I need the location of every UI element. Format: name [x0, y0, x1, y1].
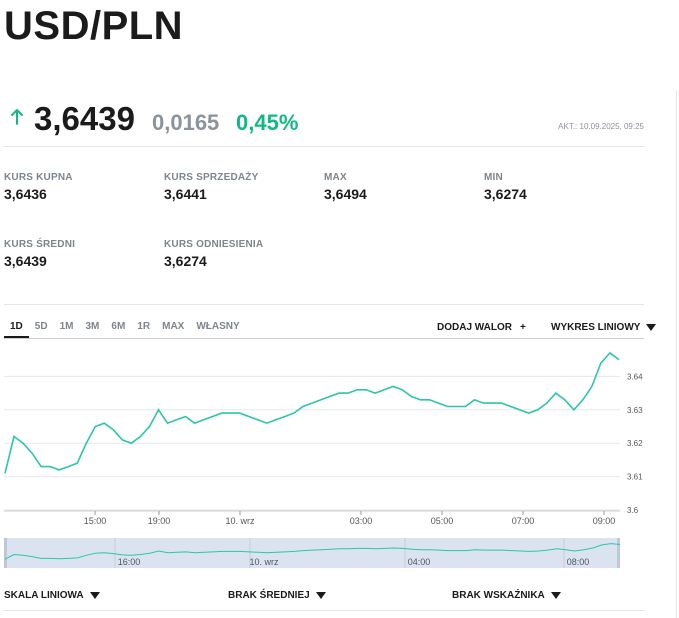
average-dropdown[interactable]: BRAK ŚREDNIEJ [228, 590, 326, 601]
stat-min: MIN 3,6274 [484, 172, 527, 202]
y-tick-label: 3.6 [627, 506, 639, 515]
navigator-handle-left [4, 538, 7, 568]
tab-custom[interactable]: WŁASNY [196, 321, 240, 332]
scale-label: SKALA LINIOWA [4, 590, 84, 601]
chevron-down-icon [646, 324, 657, 331]
stat-max: MAX 3,6494 [324, 172, 367, 202]
stat-label: MIN [484, 172, 503, 183]
chevron-down-icon [315, 592, 326, 599]
tab-5d[interactable]: 5D [34, 321, 48, 332]
change-value: 0,0165 [152, 110, 220, 135]
stat-label: KURS ODNIESIENIA [164, 239, 264, 250]
indicator-label: BRAK WSKAŹNIKA [452, 590, 545, 601]
x-tick-label: 10. wrz [225, 516, 255, 526]
page-title: USD/PLN [4, 4, 184, 48]
navigator-handle-right [617, 538, 620, 568]
quote-row: 3,6439 0,0165 0,45% AKT.: 10.09.2025, 09… [4, 100, 644, 140]
tab-1m[interactable]: 1M [59, 321, 74, 332]
x-tick-label: 03:00 [350, 516, 373, 526]
updated-timestamp: AKT.: 10.09.2025, 09:25 [558, 122, 644, 131]
arrow-up-icon [11, 109, 23, 125]
panel-edge [676, 90, 677, 618]
chevron-down-icon [89, 592, 100, 599]
navigator-tick-label: 16:00 [118, 557, 141, 567]
change-percent: 0,45% [236, 110, 299, 135]
navigator-panel: 16:00 10. wrz 04:00 08:00 [4, 538, 621, 568]
divider [4, 304, 644, 305]
navigator-tick-label: 08:00 [567, 557, 590, 567]
stat-value: 3,6274 [164, 253, 207, 269]
navigator-tick-label: 10. wrz [249, 557, 279, 567]
tab-max[interactable]: MAX [162, 321, 185, 332]
chart-type-label: WYKRES LINIOWY [551, 322, 641, 333]
stat-label: KURS ŚREDNI [4, 239, 76, 250]
x-tick-label: 09:00 [593, 516, 616, 526]
plus-icon: + [520, 322, 526, 333]
tab-3m[interactable]: 3M [85, 321, 100, 332]
stat-reference-rate: KURS ODNIESIENIA 3,6274 [164, 239, 263, 269]
stat-value: 3,6274 [484, 186, 527, 202]
add-instrument-label: DODAJ WALOR [437, 322, 512, 333]
chart-grid [4, 375, 620, 511]
price-value: 3,6439 [34, 100, 135, 137]
price-chart[interactable]: 3.64 3.63 3.62 3.61 3.6 15:00 19:00 10. wrz 03:… [0, 340, 679, 580]
x-tick-label: 15:00 [84, 516, 107, 526]
x-tick-label: 19:00 [148, 516, 171, 526]
x-axis: 15:00 19:00 10. wrz 03:00 05:00 07:00 09:00 [4, 510, 620, 526]
divider [4, 610, 644, 611]
x-tick-label: 07:00 [512, 516, 535, 526]
stat-average-rate: KURS ŚREDNI 3,6439 [4, 239, 75, 269]
stat-value: 3,6441 [164, 186, 207, 202]
y-tick-label: 3.62 [627, 439, 643, 448]
stat-label: KURS SPRZEDAŻY [164, 172, 259, 183]
navigator-series-line [4, 543, 621, 560]
range-tabs: 1D 5D 1M 3M 6M 1R MAX WŁASNY [4, 316, 246, 338]
chevron-down-icon [550, 592, 561, 599]
stat-value: 3,6436 [4, 186, 47, 202]
y-tick-label: 3.61 [627, 473, 643, 482]
tab-6m[interactable]: 6M [111, 321, 126, 332]
tab-1r[interactable]: 1R [137, 321, 151, 332]
tabs-underline [4, 338, 644, 339]
divider [4, 146, 644, 147]
stat-value: 3,6494 [324, 186, 367, 202]
stat-buy-rate: KURS KUPNA 3,6436 [4, 172, 73, 202]
average-label: BRAK ŚREDNIEJ [228, 590, 310, 601]
scale-dropdown[interactable]: SKALA LINIOWA [4, 590, 100, 601]
x-tick-label: 05:00 [431, 516, 454, 526]
y-tick-label: 3.63 [627, 406, 643, 415]
stat-label: MAX [324, 172, 347, 183]
stat-sell-rate: KURS SPRZEDAŻY 3,6441 [164, 172, 258, 202]
chart-type-dropdown[interactable]: WYKRES LINIOWY [551, 322, 657, 333]
navigator-tick-label: 04:00 [408, 557, 431, 567]
add-instrument-button[interactable]: DODAJ WALOR + [437, 322, 526, 333]
indicator-dropdown[interactable]: BRAK WSKAŹNIKA [452, 590, 561, 601]
price-series-line [4, 351, 620, 474]
y-axis: 3.64 3.63 3.62 3.61 3.6 [627, 372, 643, 515]
stat-label: KURS KUPNA [4, 172, 73, 183]
stat-value: 3,6439 [4, 253, 47, 269]
y-tick-label: 3.64 [627, 372, 643, 381]
tab-1d[interactable]: 1D [4, 316, 29, 338]
